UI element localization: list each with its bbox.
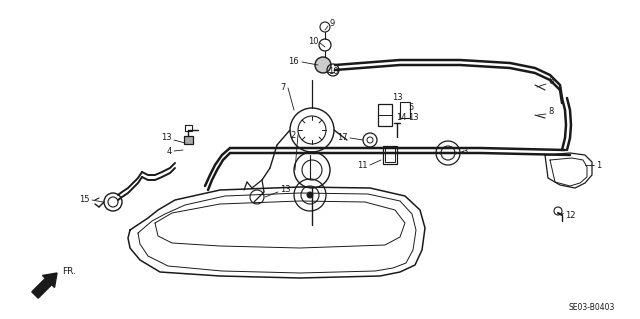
- Text: FR.: FR.: [62, 268, 76, 277]
- Text: SE03-B0403: SE03-B0403: [568, 303, 615, 313]
- Text: 8: 8: [548, 108, 554, 116]
- Text: 13: 13: [408, 114, 419, 122]
- Text: 3: 3: [462, 147, 467, 157]
- Text: 15: 15: [79, 196, 90, 204]
- Text: 13: 13: [392, 93, 403, 101]
- Text: 10: 10: [308, 38, 319, 47]
- Circle shape: [315, 57, 331, 73]
- Bar: [184, 125, 191, 131]
- Text: 14: 14: [396, 114, 406, 122]
- Text: 11: 11: [358, 160, 368, 169]
- Text: 17: 17: [337, 133, 348, 143]
- Text: 1: 1: [596, 160, 601, 169]
- Text: 13: 13: [161, 133, 172, 143]
- Text: 13: 13: [280, 186, 291, 195]
- Bar: [378, 104, 392, 126]
- Text: 5: 5: [408, 103, 413, 113]
- Text: 7: 7: [280, 84, 286, 93]
- Text: 10: 10: [328, 68, 339, 77]
- Circle shape: [307, 192, 313, 198]
- Bar: [383, 146, 397, 164]
- Bar: [385, 148, 395, 162]
- Text: 4: 4: [167, 146, 172, 155]
- FancyArrow shape: [32, 273, 57, 298]
- Bar: [400, 102, 410, 118]
- Text: 12: 12: [565, 211, 575, 219]
- Text: 9: 9: [330, 19, 335, 27]
- Text: 2: 2: [291, 130, 296, 139]
- Text: 6: 6: [548, 78, 554, 86]
- Text: 16: 16: [289, 57, 299, 66]
- Bar: [184, 136, 193, 144]
